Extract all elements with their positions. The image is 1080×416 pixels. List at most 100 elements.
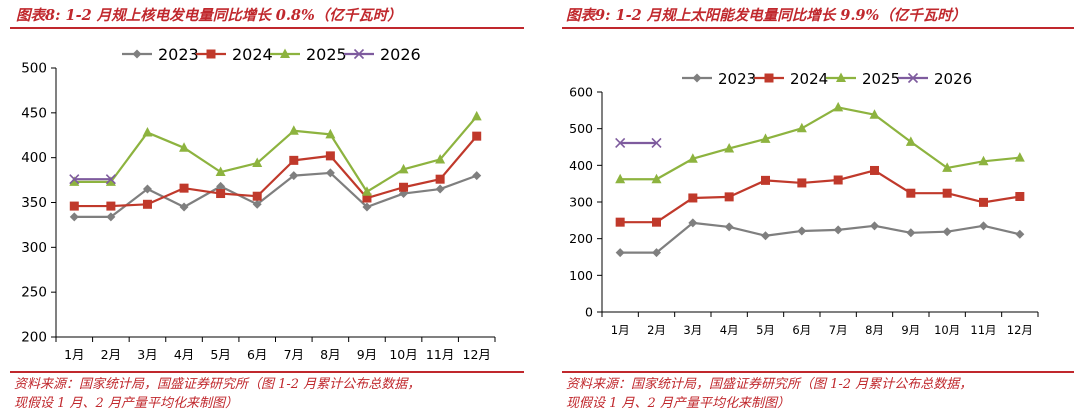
legend-label: 2026 — [934, 70, 972, 88]
x-tick-label: 7月 — [284, 347, 304, 362]
x-tick-label: 12月 — [1007, 323, 1033, 337]
data-point — [942, 227, 952, 237]
data-point — [399, 182, 409, 192]
data-point — [652, 248, 661, 258]
data-point — [435, 174, 445, 184]
data-point — [979, 197, 988, 207]
y-tick-label: 400 — [569, 158, 593, 173]
data-point — [179, 142, 190, 152]
series-2025 — [69, 110, 482, 196]
data-point — [761, 175, 770, 185]
x-tick-label: 8月 — [865, 323, 884, 337]
data-point — [252, 157, 263, 168]
x-tick-label: 9月 — [357, 347, 377, 362]
data-point — [106, 212, 116, 222]
y-tick-label: 350 — [21, 195, 47, 211]
x-tick-label: 7月 — [829, 323, 848, 337]
data-point — [472, 131, 482, 141]
data-point — [1015, 229, 1025, 239]
data-point — [252, 199, 262, 209]
data-point — [833, 225, 843, 235]
series-2024 — [615, 165, 1025, 227]
x-tick-label: 9月 — [901, 323, 920, 337]
data-point — [724, 192, 734, 202]
x-tick-label: 11月 — [970, 323, 996, 337]
data-point — [796, 122, 807, 133]
x-tick-label: 11月 — [426, 347, 454, 362]
data-point — [472, 171, 482, 181]
legend-label: 2026 — [380, 45, 421, 64]
legend-marker — [764, 73, 774, 83]
data-point — [289, 155, 299, 165]
series-line-2025 — [620, 106, 1020, 181]
legend-marker — [907, 72, 919, 84]
data-point — [105, 176, 116, 186]
data-point — [69, 174, 80, 185]
x-tick-label: 10月 — [389, 347, 417, 362]
series-2025 — [615, 101, 1025, 184]
data-point — [435, 153, 446, 164]
legend-marker — [206, 49, 216, 59]
x-tick-label: 1月 — [611, 323, 630, 337]
y-tick-label: 300 — [21, 240, 47, 256]
solar-line-chart: 0 100 200 300 400 500 600 1月 2月 3月 4月 5月 6月 7月 8月 9月 10月… — [569, 70, 1039, 337]
legend-label: 2025 — [862, 70, 900, 88]
source-note: 资料来源：国家统计局，国盛证券研究所（图 1-2 月累计公布总数据， 现假设 1… — [566, 375, 972, 413]
series-2024 — [69, 131, 482, 211]
series-line-2023 — [620, 221, 1021, 254]
data-point — [687, 153, 698, 163]
series-2026 — [615, 137, 662, 149]
data-point — [288, 125, 299, 135]
data-point — [652, 217, 661, 227]
legend-label: 2024 — [232, 45, 273, 64]
data-point — [325, 168, 335, 178]
x-tick-label: 10月 — [934, 323, 960, 337]
series-line-2024 — [74, 135, 478, 208]
data-point — [797, 178, 807, 188]
series-2026 — [69, 174, 116, 185]
chart-title-nuclear: 图表8: 1-2 月规上核电发电量同比增长 0.8%（亿千瓦时） — [16, 7, 402, 24]
data-point — [69, 201, 79, 211]
nuclear-line-chart: 200 250 300 350 400 450 500 1月 2月 3月 4月 5月 6月 7月 8月 9月 1… — [21, 45, 496, 362]
data-point — [69, 176, 80, 186]
data-point — [216, 181, 226, 191]
source-note: 资料来源：国家统计局，国盛证券研究所（图 1-2 月累计公布总数据， 现假设 1… — [14, 375, 420, 413]
data-point — [179, 202, 189, 212]
data-point — [833, 175, 843, 185]
x-tick-label: 2月 — [101, 347, 121, 362]
data-point — [142, 184, 152, 194]
data-point — [760, 133, 771, 143]
title-divider — [562, 27, 1074, 29]
data-point — [106, 201, 116, 211]
source-divider — [10, 371, 524, 373]
y-tick-label: 200 — [569, 231, 593, 246]
data-point — [615, 248, 625, 258]
source-line-2: 现假设 1 月、2 月产量平均化来制图） — [566, 396, 790, 411]
legend-marker — [836, 72, 846, 82]
data-point — [979, 221, 988, 231]
legend-item-2023: 2023 — [682, 70, 756, 88]
data-point — [289, 171, 299, 181]
data-point — [615, 217, 625, 227]
legend-marker — [132, 49, 142, 59]
data-point — [651, 173, 662, 184]
x-tick-label: 6月 — [247, 347, 267, 362]
y-tick-label: 400 — [21, 150, 47, 166]
legend-item-2026: 2026 — [344, 45, 421, 64]
data-point — [870, 221, 879, 231]
y-tick-label: 200 — [21, 330, 47, 346]
x-tick-label: 4月 — [174, 347, 194, 362]
legend-item-2023: 2023 — [122, 45, 199, 64]
chart-panel-solar: 图表9: 1-2 月规上太阳能发电量同比增长 9.9%（亿千瓦时） 0 100 20… — [552, 0, 1080, 416]
data-point — [797, 226, 807, 236]
x-tick-label: 1月 — [64, 347, 84, 362]
legend-item-2024: 2024 — [196, 45, 273, 64]
data-point — [978, 155, 989, 166]
legend-item-2025: 2025 — [270, 45, 347, 64]
series-2023 — [69, 168, 482, 222]
x-tick-label: 6月 — [792, 323, 811, 337]
series-line-2024 — [620, 169, 1021, 224]
data-point — [325, 151, 335, 161]
legend-item-2026: 2026 — [898, 70, 972, 88]
y-tick-label: 500 — [569, 121, 593, 136]
